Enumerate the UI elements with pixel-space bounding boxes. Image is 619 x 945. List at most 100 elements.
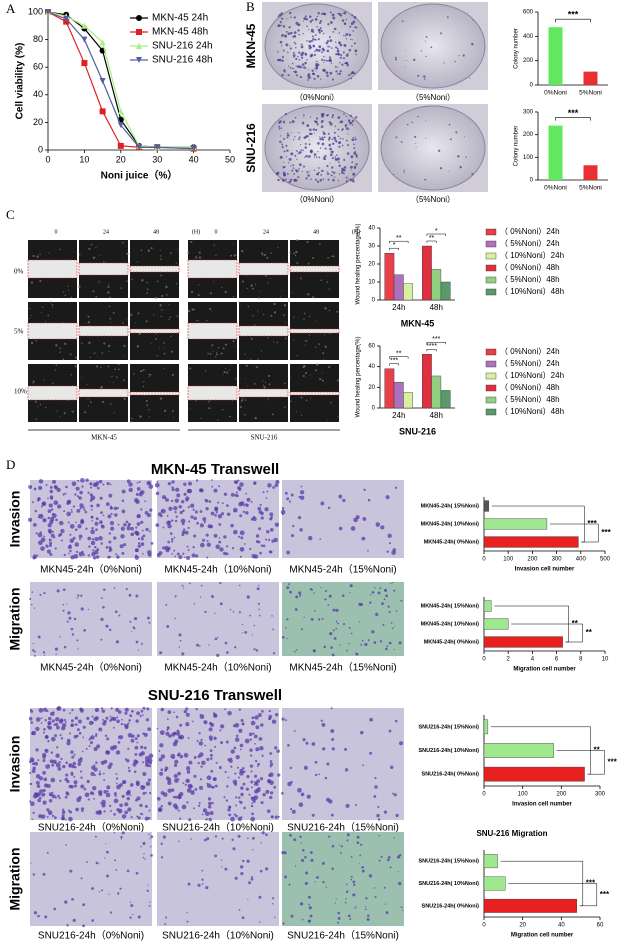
speck — [187, 526, 190, 530]
speck — [38, 707, 44, 713]
y-tick-label: 600 — [523, 10, 534, 16]
speck — [145, 320, 148, 323]
speck — [341, 594, 345, 597]
bar — [483, 500, 490, 512]
speck — [68, 616, 72, 620]
speck — [99, 255, 101, 257]
speck — [144, 762, 150, 768]
panel-label: D — [6, 457, 15, 472]
speck — [327, 59, 329, 62]
speck — [61, 722, 67, 728]
speck — [303, 136, 306, 139]
speck — [95, 861, 99, 865]
speck — [160, 514, 163, 518]
speck — [100, 707, 104, 710]
speck — [254, 365, 256, 367]
bar — [583, 165, 598, 180]
significance: *** — [600, 890, 610, 899]
speck — [378, 859, 381, 862]
speck — [33, 654, 36, 657]
speck — [175, 487, 180, 492]
speck — [339, 137, 342, 140]
speck — [57, 504, 62, 509]
speck — [220, 352, 223, 355]
speck — [219, 602, 223, 606]
speck — [318, 156, 321, 159]
speck — [45, 764, 51, 769]
image-caption: （0%Noni） — [295, 195, 339, 204]
speck — [259, 503, 262, 507]
speck — [338, 72, 342, 75]
speck — [324, 147, 327, 150]
speck — [281, 45, 283, 47]
y-tick-label: SNU216-24h( 15%Noni) — [418, 724, 479, 730]
y-tick-label: 60 — [33, 62, 43, 72]
wound — [187, 385, 238, 401]
x-tick-label: 10 — [79, 154, 89, 164]
speck — [53, 500, 59, 505]
speck — [208, 644, 210, 646]
speck — [135, 548, 139, 553]
microscopy-image — [30, 582, 152, 656]
speck — [140, 542, 145, 547]
speck — [49, 489, 54, 494]
speck — [87, 398, 89, 401]
speck — [37, 515, 40, 519]
speck — [33, 487, 37, 491]
speck — [231, 546, 235, 550]
speck — [148, 481, 151, 485]
speck — [198, 488, 203, 493]
marker — [81, 60, 88, 67]
speck — [50, 301, 52, 303]
speck — [57, 766, 62, 771]
speck — [336, 53, 338, 55]
speck — [107, 291, 110, 294]
speck — [350, 875, 353, 878]
speck — [30, 709, 34, 713]
speck — [286, 586, 290, 590]
speck — [272, 897, 275, 900]
speck — [126, 796, 130, 801]
x-tick-label: 0 — [482, 657, 486, 663]
wound — [289, 328, 340, 334]
bar — [483, 518, 548, 530]
time-label: 0 — [55, 229, 58, 235]
speck — [310, 40, 313, 43]
speck — [192, 508, 195, 511]
speck — [144, 791, 147, 794]
speck — [327, 178, 330, 181]
speck — [284, 166, 286, 168]
speck — [272, 486, 275, 489]
speck — [43, 727, 46, 731]
speck — [310, 618, 314, 621]
speck — [173, 549, 176, 552]
speck — [163, 368, 165, 370]
speck — [80, 607, 84, 611]
speck — [56, 410, 58, 412]
speck — [327, 132, 330, 135]
y-tick-label: MKN45-24h( 10%Noni) — [421, 521, 480, 527]
wound — [129, 265, 180, 273]
x-tick-label: 24h — [392, 303, 405, 312]
speck — [36, 554, 39, 557]
speck — [80, 776, 83, 779]
speck — [331, 166, 334, 169]
speck — [250, 780, 254, 784]
speck — [425, 137, 427, 139]
speck — [81, 342, 83, 345]
speck — [156, 797, 161, 801]
speck — [250, 804, 254, 808]
speck — [102, 400, 105, 404]
speck — [40, 505, 43, 508]
speck — [281, 55, 284, 59]
speck — [87, 536, 92, 541]
speck — [193, 516, 197, 521]
speck — [206, 757, 210, 761]
speck — [100, 638, 103, 641]
speck — [253, 795, 259, 800]
speck — [281, 635, 285, 639]
speck — [58, 797, 61, 800]
speck — [65, 843, 68, 846]
speck — [280, 127, 283, 129]
speck — [311, 742, 316, 746]
